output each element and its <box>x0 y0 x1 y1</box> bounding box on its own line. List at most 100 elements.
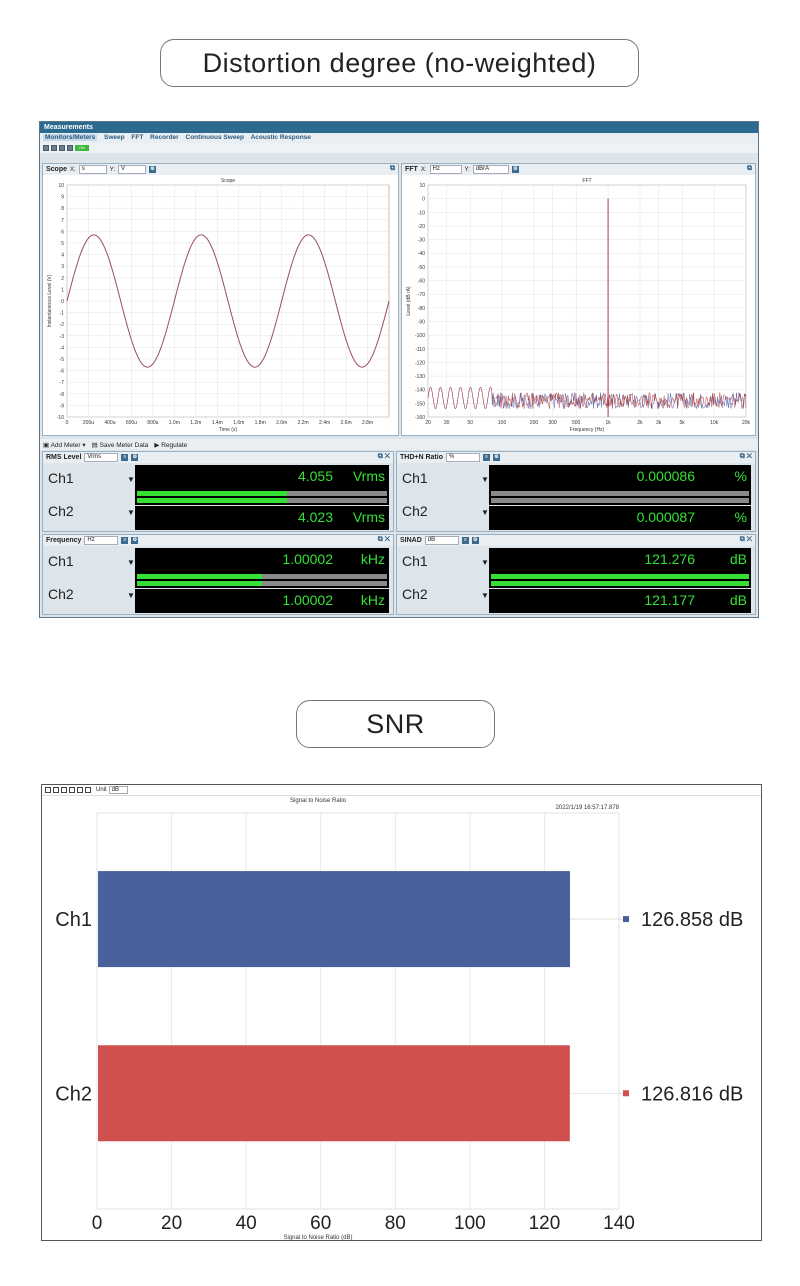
snr-x-axis-label: Signal to Noise Ratio (dB) <box>283 1235 352 1240</box>
scope-y-unit-select[interactable]: V <box>118 165 147 174</box>
unit-label: Unit <box>96 787 107 793</box>
scope-settings-icon[interactable]: ⚙ <box>149 166 157 173</box>
ch2-label: Ch2 <box>48 586 74 602</box>
scope-x-unit-select[interactable]: s <box>78 165 107 174</box>
fft-y-tick: -150 <box>415 401 425 407</box>
meter-menu-icon[interactable]: ≡ <box>482 454 490 461</box>
meter-menu-icon[interactable]: ≡ <box>121 537 129 544</box>
scope-x-tick: 400u <box>104 420 115 426</box>
new-icon[interactable] <box>43 145 49 151</box>
fit-icon[interactable] <box>53 787 59 793</box>
save-icon[interactable] <box>59 145 65 151</box>
menu-continuous-sweep[interactable]: Continuous Sweep <box>185 134 245 141</box>
ch1-dropdown-icon[interactable]: ▼ <box>127 558 135 567</box>
meter-unit-select[interactable]: % <box>445 453 480 462</box>
fft-x-unit-select[interactable]: Hz <box>429 165 462 174</box>
meter-menu-icon[interactable]: ≡ <box>461 537 469 544</box>
menu-fft[interactable]: FFT <box>131 134 144 141</box>
scope-y-tick: 10 <box>58 183 64 189</box>
on-toggle[interactable]: ON <box>75 145 89 151</box>
scope-x-tick: 1.2m <box>190 420 201 426</box>
menu-acoustic-response[interactable]: Acoustic Response <box>250 134 311 141</box>
scope-x-tick: 600u <box>126 420 137 426</box>
meter-settings-icon[interactable]: ⚙ <box>131 454 139 461</box>
ch1-unit: kHz <box>360 551 385 567</box>
scope-y-tick: 9 <box>61 195 64 201</box>
meter-settings-icon[interactable]: ⚙ <box>492 454 500 461</box>
menu-sweep[interactable]: Sweep <box>104 134 125 141</box>
fft-x-tick: 200 <box>530 420 539 426</box>
scope-x-axis-label: Time (s) <box>219 427 237 433</box>
snr-timestamp: 2022/1/19 16:57:17.878 <box>556 805 620 811</box>
copy-icon[interactable] <box>61 787 67 793</box>
settings-icon[interactable] <box>67 145 73 151</box>
options-icon[interactable] <box>85 787 91 793</box>
ch2-value: 1.00002 <box>282 592 333 608</box>
menu-recorder[interactable]: Recorder <box>150 134 179 141</box>
scope-header: Scope X: s Y: V ⚙ ⧉ <box>43 164 398 175</box>
scope-y-axis-label: Instantaneous Level (V) <box>47 274 53 327</box>
meter-close-icon[interactable]: ⧉ ✕ <box>377 453 390 460</box>
meter-rms-level: RMS Level Vrms ≡ ⚙ ⧉ ✕ 4.055 Vrms 4.023 … <box>42 451 394 532</box>
fft-y-tick: -90 <box>418 319 425 325</box>
meter-unit-select[interactable]: dB <box>424 536 459 545</box>
open-icon[interactable] <box>51 145 57 151</box>
meter-menu-icon[interactable]: ≡ <box>121 454 129 461</box>
snr-x-tick: 120 <box>529 1213 561 1234</box>
section-title-distortion-text: Distortion degree (no-weighted) <box>202 47 597 78</box>
ch1-dropdown-icon[interactable]: ▼ <box>481 475 489 484</box>
ch1-dropdown-icon[interactable]: ▼ <box>481 558 489 567</box>
ch2-level-bar <box>491 498 749 503</box>
unit-select[interactable]: dB <box>108 786 129 794</box>
fft-popout-icon[interactable]: ⧉ <box>747 165 752 172</box>
scope-x-tick: 0 <box>66 420 69 426</box>
add-meter-button[interactable]: ▣ Add Meter ▾ <box>43 441 86 449</box>
ch2-dropdown-icon[interactable]: ▼ <box>481 508 489 517</box>
fft-x-tick: 30 <box>444 420 450 426</box>
scope-y-tick: -1 <box>60 311 65 317</box>
ch1-level-fill <box>137 491 287 496</box>
ch1-label: Ch1 <box>402 553 428 569</box>
ch1-level-bar <box>491 491 749 496</box>
grid-icon[interactable] <box>69 787 75 793</box>
meter-unit-select[interactable]: Vrms <box>84 453 119 462</box>
ch2-dropdown-icon[interactable]: ▼ <box>127 591 135 600</box>
fft-y-tick: -120 <box>415 360 425 366</box>
section-title-distortion: Distortion degree (no-weighted) <box>160 39 639 87</box>
ch2-value: 0.000087 <box>636 509 695 525</box>
meter-close-icon[interactable]: ⧉ ✕ <box>739 536 752 543</box>
meter-close-icon[interactable]: ⧉ ✕ <box>739 453 752 460</box>
meter-close-icon[interactable]: ⧉ ✕ <box>377 536 390 543</box>
meter-unit-select[interactable]: Hz <box>84 536 119 545</box>
meter-header: SINAD dB ≡ ⚙ ⧉ ✕ <box>397 535 755 546</box>
meter-settings-icon[interactable]: ⚙ <box>471 537 479 544</box>
section-title-snr: SNR <box>296 700 495 748</box>
snr-bar <box>98 1045 570 1142</box>
scope-x-tick: 2.0m <box>276 420 287 426</box>
fft-settings-icon[interactable]: ⚙ <box>511 166 519 173</box>
scope-popout-icon[interactable]: ⧉ <box>390 165 395 172</box>
ch2-dropdown-icon[interactable]: ▼ <box>127 508 135 517</box>
level-bars <box>135 572 389 588</box>
scope-y-tick: 7 <box>61 218 64 224</box>
fft-y-tick: 10 <box>419 183 425 189</box>
save-meter-data-button[interactable]: ▤ Save Meter Data <box>91 441 149 449</box>
meter-settings-icon[interactable]: ⚙ <box>131 537 139 544</box>
scope-y-tick: 6 <box>61 229 64 235</box>
ch1-readout: 4.055 Vrms <box>135 465 389 489</box>
ch1-level-bar <box>491 574 749 579</box>
fft-x-tick: 300 <box>548 420 557 426</box>
table-icon[interactable] <box>77 787 83 793</box>
menu-monitors-meters[interactable]: Monitors/Meters <box>43 134 98 141</box>
zoom-icon[interactable] <box>45 787 51 793</box>
fft-y-unit-select[interactable]: dBrA <box>472 165 509 174</box>
ch1-dropdown-icon[interactable]: ▼ <box>127 475 135 484</box>
fft-x-tick: 1k <box>605 420 611 426</box>
ch2-dropdown-icon[interactable]: ▼ <box>481 591 489 600</box>
scope-y-tick: -2 <box>60 322 65 328</box>
toolbar: ON <box>40 143 758 153</box>
ch1-readout: 0.000086 % <box>489 465 751 489</box>
meter-header: RMS Level Vrms ≡ ⚙ ⧉ ✕ <box>43 452 393 463</box>
regulate-button[interactable]: ▶ Regulate <box>154 441 188 449</box>
